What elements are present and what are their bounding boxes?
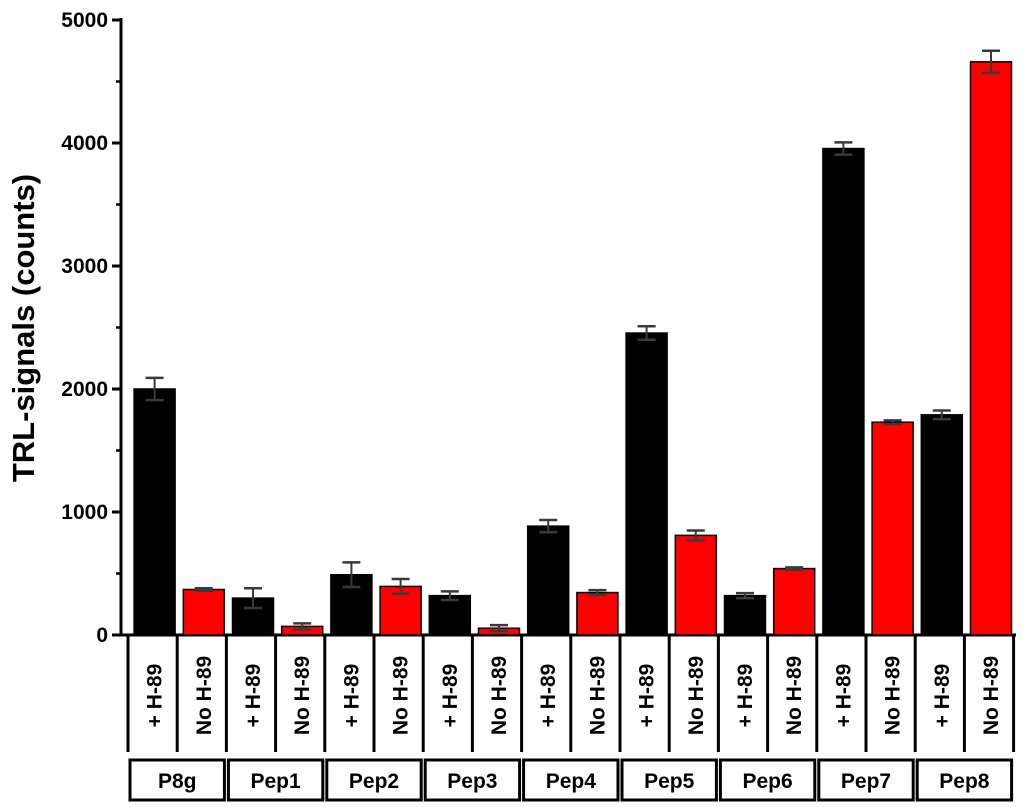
condition-label: + H-89 — [832, 664, 855, 728]
group-label-box — [226, 758, 325, 802]
group-label-box — [915, 758, 1014, 802]
bar — [576, 591, 619, 636]
y-tick-label: 5000 — [61, 9, 108, 32]
y-axis-title: TRL-signals (counts) — [6, 174, 41, 482]
condition-label: + H-89 — [734, 664, 757, 728]
bar — [871, 421, 914, 636]
group-label: P8g — [158, 770, 197, 793]
bar — [674, 534, 718, 636]
category-labels-layer: + H-89 No H-89 + H-89 No H-89 + H-89 No H-89 +… — [126, 635, 1016, 802]
bar — [920, 414, 964, 636]
condition-label: No H-89 — [390, 656, 413, 735]
group-label-box — [620, 758, 718, 802]
condition-label: + H-89 — [636, 664, 659, 728]
group-label-box — [817, 758, 915, 802]
bar — [182, 588, 226, 636]
group-label-box — [718, 758, 817, 802]
group-label-box — [325, 758, 423, 802]
condition-label: No H-89 — [685, 656, 708, 735]
group-label: Pep7 — [841, 770, 891, 793]
bar — [133, 388, 176, 636]
condition-label: + H-89 — [439, 664, 462, 728]
y-tick-label: 2000 — [61, 378, 108, 401]
condition-label: No H-89 — [882, 656, 905, 735]
group-label: Pep1 — [250, 770, 301, 793]
bar — [822, 147, 865, 636]
condition-label: + H-89 — [931, 664, 954, 728]
condition-label: No H-89 — [291, 656, 314, 735]
y-tick-label: 4000 — [61, 132, 108, 155]
group-label: Pep6 — [742, 770, 792, 793]
condition-label: No H-89 — [980, 656, 1003, 735]
condition-label: No H-89 — [783, 656, 806, 735]
group-label: Pep2 — [349, 770, 399, 793]
group-label: Pep4 — [546, 770, 597, 793]
condition-label: + H-89 — [537, 664, 560, 728]
y-tick-label: 3000 — [61, 255, 108, 278]
condition-label: No H-89 — [586, 656, 609, 735]
group-label: Pep8 — [939, 770, 990, 793]
bar — [969, 61, 1013, 636]
bar — [526, 525, 570, 636]
y-tick-label: 0 — [96, 624, 108, 647]
condition-label: No H-89 — [488, 656, 511, 735]
condition-label: No H-89 — [193, 656, 216, 735]
group-label-box — [128, 758, 226, 802]
group-label: Pep3 — [447, 770, 497, 793]
condition-label: + H-89 — [242, 664, 265, 728]
group-label: Pep5 — [644, 770, 695, 793]
group-label-box — [522, 758, 620, 802]
y-tick-label: 1000 — [61, 501, 108, 524]
condition-label: + H-89 — [340, 664, 363, 728]
group-label-box — [423, 758, 522, 802]
bar — [723, 594, 767, 636]
bar — [625, 332, 668, 636]
bars-layer — [133, 49, 1013, 636]
condition-label: + H-89 — [144, 664, 167, 728]
bar — [772, 567, 816, 636]
bar — [428, 594, 472, 636]
